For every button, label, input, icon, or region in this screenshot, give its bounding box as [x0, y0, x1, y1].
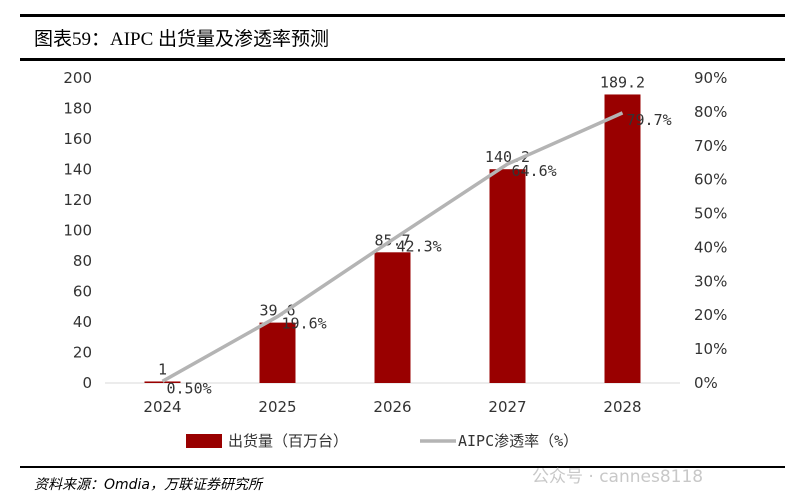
bar-value-label: 1 [158, 360, 167, 378]
right-tick-label: 80% [694, 103, 727, 121]
right-tick-label: 30% [694, 272, 727, 290]
left-tick-label: 120 [63, 191, 92, 209]
left-tick-label: 20 [73, 344, 92, 362]
line-value-label: 79.7% [627, 111, 672, 129]
bar-value-label: 189.2 [600, 73, 645, 91]
bar [604, 94, 641, 383]
left-tick-label: 200 [63, 69, 92, 87]
bar [489, 169, 526, 383]
x-tick-label: 2026 [373, 398, 411, 416]
x-tick-label: 2025 [258, 398, 296, 416]
bar [374, 252, 411, 383]
right-tick-label: 70% [694, 137, 727, 155]
top-rule [20, 14, 785, 17]
bar-value-label: 39.6 [259, 302, 295, 320]
source-note: 资料来源：Omdia，万联证券研究所 [34, 477, 263, 493]
left-tick-label: 100 [63, 222, 92, 240]
left-tick-label: 160 [63, 130, 92, 148]
legend-bar-label: 出货量（百万台） [228, 432, 348, 450]
x-tick-label: 2024 [143, 398, 181, 416]
title-rule [20, 58, 785, 61]
left-tick-label: 40 [73, 313, 92, 331]
legend-line-label: AIPC渗透率（%） [458, 432, 578, 450]
right-tick-label: 10% [694, 340, 727, 358]
line-value-label: 42.3% [397, 238, 442, 256]
line-value-label: 64.6% [512, 162, 557, 180]
right-tick-label: 50% [694, 205, 727, 223]
watermark: 公众号 · cannes8118 [532, 467, 704, 487]
left-tick-label: 80 [73, 252, 92, 270]
bar [144, 381, 181, 383]
x-tick-label: 2028 [603, 398, 641, 416]
left-tick-label: 0 [82, 374, 92, 392]
left-tick-label: 140 [63, 161, 92, 179]
line-value-label: 19.6% [282, 315, 327, 333]
right-tick-label: 60% [694, 171, 727, 189]
bottom-rule [20, 466, 785, 468]
right-tick-label: 90% [694, 69, 727, 87]
bar-value-label: 140.2 [485, 148, 530, 166]
chart-title: 图表59：AIPC 出货量及渗透率预测 [34, 29, 330, 50]
left-tick-label: 180 [63, 100, 92, 118]
left-tick-label: 60 [73, 283, 92, 301]
legend-bar-swatch [186, 434, 222, 448]
right-tick-label: 20% [694, 306, 727, 324]
right-tick-label: 40% [694, 238, 727, 256]
line-value-label: 0.50% [167, 379, 212, 397]
x-tick-label: 2027 [488, 398, 526, 416]
right-tick-label: 0% [694, 374, 718, 392]
bar [259, 322, 296, 383]
penetration-line [161, 111, 624, 383]
